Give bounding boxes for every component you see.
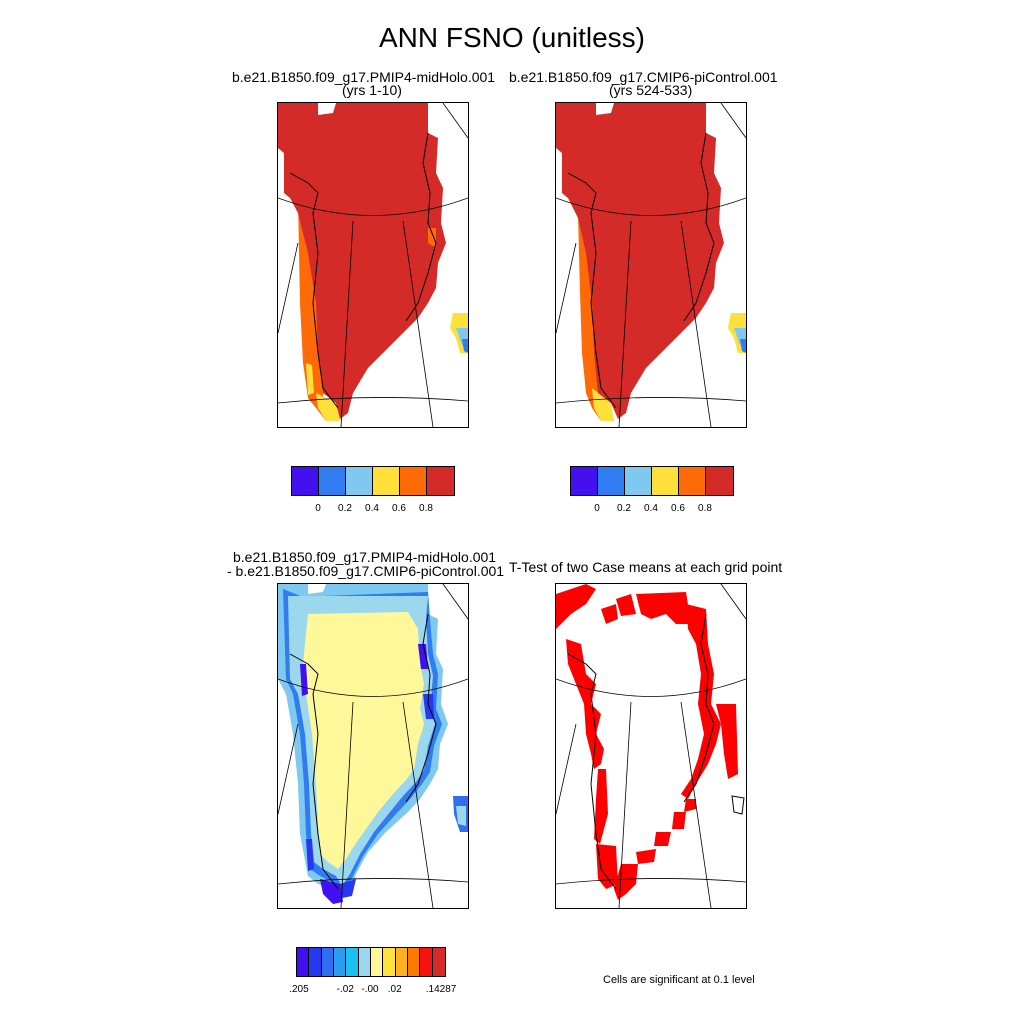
case1-subtitle: (yrs 1-10) [342,82,402,98]
case1-legend-tick-label: 0.4 [365,503,379,514]
diff-legend-swatch [407,948,421,976]
diff-title: b.e21.B1850.f09_g17.PMIP4-midHolo.001 [233,549,497,565]
diff-legend-swatch [432,948,445,976]
diff-legend-tick-label: -.02 [336,984,354,995]
diff-legend-swatch [383,948,396,976]
diff-legend-tick-label: .02 [387,984,402,995]
case1-legend-tick-label: 0.6 [392,503,406,514]
case1-legend-tick-label: 0.8 [419,503,433,514]
significance-note: Cells are significant at 0.1 level [603,974,755,986]
diff-legend-swatch [297,948,310,976]
ttest-title: T-Test of two Case means at each grid po… [509,559,783,575]
diff-legend-tick-label: .205 [289,984,309,995]
case2-legend-swatch [679,467,706,495]
case1-legend-swatch [400,467,427,495]
case1-legend [291,466,455,496]
case2-legend-tick-label: 0.8 [698,503,712,514]
case1-title: b.e21.B1850.f09_g17.PMIP4-midHolo.001 [232,69,496,85]
case2-legend-tick-label: 0.6 [671,503,685,514]
case2-legend-tick-label: 0.4 [644,503,658,514]
case2-map [555,102,747,428]
diff-legend-ticks: .205 -.02 -.00 .02 .14287 [289,984,456,998]
ttest-map [555,583,747,909]
case1-legend-swatch [346,467,373,495]
case2-legend-ticks: 0 0.2 0.4 0.6 0.8 [570,503,732,517]
diff-legend-swatch [395,948,408,976]
case2-legend-swatch [571,467,598,495]
diff-legend-swatch [358,948,371,976]
case1-legend-swatch [427,467,454,495]
case1-legend-tick-label: 0 [315,503,321,514]
diff-legend-swatch [420,948,433,976]
case1-legend-swatch [319,467,346,495]
case2-legend-swatch [598,467,625,495]
case2-legend-swatch [706,467,733,495]
diff-legend-tick-label: -.00 [361,984,379,995]
case1-legend-tick-label: 0.2 [338,503,352,514]
figure-title: ANN FSNO (unitless) [378,22,646,53]
diff-legend-tick-label: .14287 [425,984,457,995]
case2-title: b.e21.B1850.f09_g17.CMIP6-piControl.001 [509,69,778,85]
case2-legend [570,466,734,496]
diff-legend-swatch [346,948,359,976]
case2-legend-swatch [652,467,679,495]
diff-legend-swatch [321,948,334,976]
case2-legend-tick-label: 0 [594,503,600,514]
case1-legend-swatch [373,467,400,495]
case2-legend-swatch [625,467,652,495]
case1-legend-swatch [292,467,319,495]
case1-map [277,102,469,428]
case2-subtitle: (yrs 524-533) [609,82,693,98]
case1-legend-ticks: 0 0.2 0.4 0.6 0.8 [291,503,453,517]
diff-legend-swatch [309,948,322,976]
diff-legend-swatch [370,948,384,976]
diff-map [277,583,469,909]
case2-legend-tick-label: 0.2 [617,503,631,514]
diff-legend [296,947,446,977]
diff-legend-swatch [333,948,347,976]
diff-subtitle: - b.e21.B1850.f09_g17.CMIP6-piControl.00… [227,563,505,579]
